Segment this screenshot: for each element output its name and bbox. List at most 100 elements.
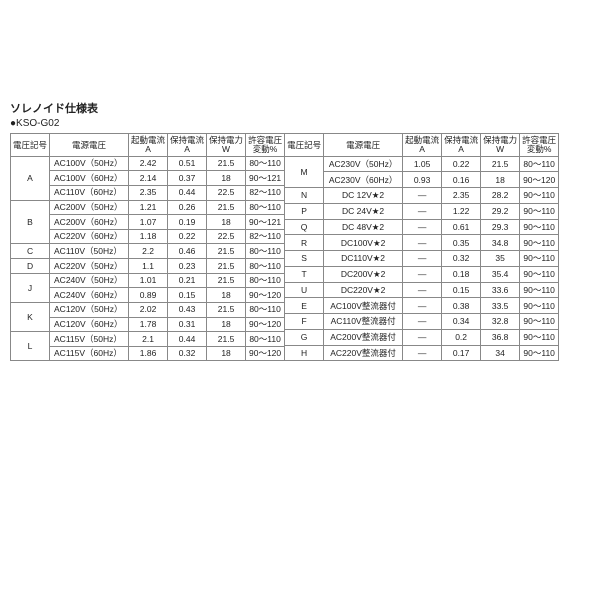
cell-voltage-variation: 90～110: [520, 314, 559, 330]
cell-holding-power: 21.5: [207, 302, 246, 317]
cell-voltage-variation: 90～120: [246, 346, 285, 361]
cell-holding-power: 33.5: [481, 298, 520, 314]
table-row: DAC220V（50Hz）1.10.2321.580～110: [11, 259, 285, 274]
cell-starting-current: 0.93: [403, 172, 442, 188]
cell-holding-power: 18: [207, 288, 246, 303]
cell-holding-current: 0.51: [168, 156, 207, 171]
cell-power-voltage: AC230V（60Hz）: [324, 172, 403, 188]
cell-voltage-code: S: [285, 251, 324, 267]
cell-holding-power: 18: [207, 215, 246, 230]
cell-holding-current: 0.46: [168, 244, 207, 259]
cell-holding-power: 21.5: [207, 259, 246, 274]
table-body: MAC230V（50Hz）1.050.2221.580～110AC230V（60…: [285, 156, 559, 361]
table-row: AC120V（60Hz）1.780.311890～120: [11, 317, 285, 332]
table-row: AC100V（60Hz）2.140.371890～121: [11, 171, 285, 186]
cell-starting-current: 1.18: [129, 229, 168, 244]
cell-starting-current: 2.2: [129, 244, 168, 259]
table-row: AC110V（60Hz）2.350.4422.582～110: [11, 185, 285, 200]
cell-starting-current: —: [403, 188, 442, 204]
cell-power-voltage: AC200V整流器付: [324, 329, 403, 345]
cell-voltage-code: U: [285, 282, 324, 298]
cell-power-voltage: AC120V（50Hz）: [50, 302, 129, 317]
cell-holding-power: 22.5: [207, 185, 246, 200]
table-row: TDC200V★2—0.1835.490～110: [285, 266, 559, 282]
table-subtitle: ●KSO-G02: [10, 118, 590, 129]
table-row: AAC100V（50Hz）2.420.5121.580～110: [11, 156, 285, 171]
cell-power-voltage: AC100V整流器付: [324, 298, 403, 314]
cell-power-voltage: AC100V（50Hz）: [50, 156, 129, 171]
cell-voltage-code: L: [11, 332, 50, 361]
cell-power-voltage: DC 24V★2: [324, 203, 403, 219]
cell-voltage-variation: 90～110: [520, 235, 559, 251]
cell-starting-current: 2.35: [129, 185, 168, 200]
col-starting-current: 起動電流A: [129, 134, 168, 157]
cell-voltage-variation: 80～110: [246, 302, 285, 317]
table-row: UDC220V★2—0.1533.690～110: [285, 282, 559, 298]
table-row: JAC240V（50Hz）1.010.2121.580～110: [11, 273, 285, 288]
cell-voltage-variation: 90～121: [246, 171, 285, 186]
cell-holding-power: 32.8: [481, 314, 520, 330]
cell-voltage-code: H: [285, 345, 324, 361]
cell-voltage-code: K: [11, 302, 50, 331]
cell-starting-current: 2.42: [129, 156, 168, 171]
col-voltage-code: 電圧記号: [285, 134, 324, 157]
cell-voltage-code: B: [11, 200, 50, 244]
cell-voltage-variation: 90～110: [520, 203, 559, 219]
cell-power-voltage: DC200V★2: [324, 266, 403, 282]
table-row: EAC100V整流器付—0.3833.590～110: [285, 298, 559, 314]
cell-holding-current: 0.35: [442, 235, 481, 251]
col-holding-power: 保持電力W: [207, 134, 246, 157]
cell-holding-power: 28.2: [481, 188, 520, 204]
cell-holding-current: 0.34: [442, 314, 481, 330]
cell-holding-current: 1.22: [442, 203, 481, 219]
cell-voltage-code: D: [11, 259, 50, 274]
cell-starting-current: 2.02: [129, 302, 168, 317]
cell-holding-current: 2.35: [442, 188, 481, 204]
cell-starting-current: —: [403, 298, 442, 314]
cell-holding-current: 0.22: [442, 156, 481, 172]
cell-power-voltage: DC 48V★2: [324, 219, 403, 235]
table-row: FAC110V整流器付—0.3432.890～110: [285, 314, 559, 330]
col-voltage-code: 電圧記号: [11, 134, 50, 157]
cell-voltage-code: T: [285, 266, 324, 282]
cell-voltage-code: A: [11, 156, 50, 200]
cell-holding-current: 0.31: [168, 317, 207, 332]
table-row: PDC 24V★2—1.2229.290～110: [285, 203, 559, 219]
cell-starting-current: 1.1: [129, 259, 168, 274]
table-row: NDC 12V★2—2.3528.290～110: [285, 188, 559, 204]
cell-holding-current: 0.26: [168, 200, 207, 215]
cell-holding-current: 0.22: [168, 229, 207, 244]
cell-power-voltage: DC220V★2: [324, 282, 403, 298]
table-body: AAC100V（50Hz）2.420.5121.580～110AC100V（60…: [11, 156, 285, 361]
cell-voltage-code: C: [11, 244, 50, 259]
cell-voltage-variation: 80～110: [246, 156, 285, 171]
cell-holding-power: 21.5: [207, 200, 246, 215]
cell-holding-current: 0.44: [168, 185, 207, 200]
cell-holding-power: 18: [207, 171, 246, 186]
table-header: 電圧記号 電源電圧 起動電流A 保持電流A 保持電力W 許容電圧変動%: [285, 134, 559, 157]
table-row: MAC230V（50Hz）1.050.2221.580～110: [285, 156, 559, 172]
cell-voltage-code: R: [285, 235, 324, 251]
cell-voltage-code: M: [285, 156, 324, 188]
cell-holding-current: 0.17: [442, 345, 481, 361]
table-title: ソレノイド仕様表: [10, 100, 590, 116]
cell-starting-current: 1.07: [129, 215, 168, 230]
cell-holding-power: 33.6: [481, 282, 520, 298]
cell-power-voltage: AC110V整流器付: [324, 314, 403, 330]
table-row: AC230V（60Hz）0.930.161890～120: [285, 172, 559, 188]
cell-power-voltage: AC200V（50Hz）: [50, 200, 129, 215]
cell-power-voltage: AC220V（50Hz）: [50, 259, 129, 274]
cell-voltage-code: G: [285, 329, 324, 345]
cell-starting-current: 2.14: [129, 171, 168, 186]
cell-power-voltage: AC110V（50Hz）: [50, 244, 129, 259]
cell-holding-power: 21.5: [207, 156, 246, 171]
cell-holding-current: 0.19: [168, 215, 207, 230]
cell-holding-current: 0.21: [168, 273, 207, 288]
cell-voltage-code: Q: [285, 219, 324, 235]
cell-voltage-variation: 80～110: [520, 156, 559, 172]
spec-table-right: 電圧記号 電源電圧 起動電流A 保持電流A 保持電力W 許容電圧変動% MAC2…: [284, 133, 559, 361]
col-holding-current: 保持電流A: [168, 134, 207, 157]
cell-voltage-code: N: [285, 188, 324, 204]
spec-tables: 電圧記号 電源電圧 起動電流A 保持電流A 保持電力W 許容電圧変動% AAC1…: [10, 133, 590, 361]
cell-holding-current: 0.37: [168, 171, 207, 186]
